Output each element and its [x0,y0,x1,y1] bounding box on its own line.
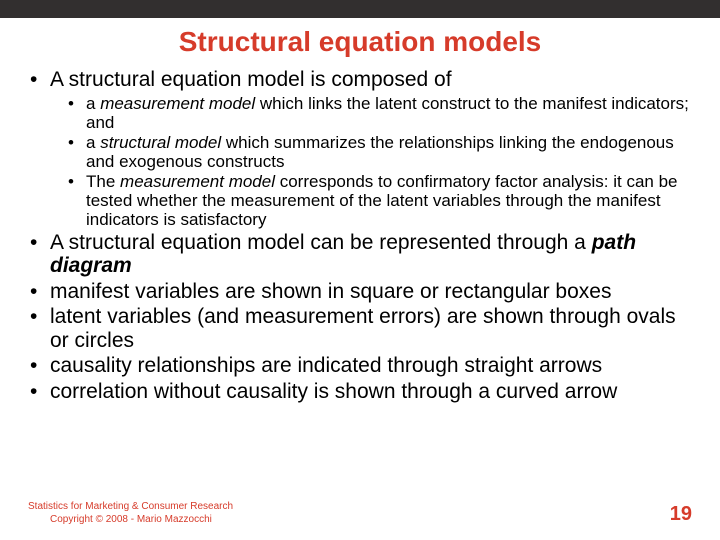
bullet-correlation: correlation without causality is shown t… [28,380,692,404]
bullet-manifest-vars: manifest variables are shown in square o… [28,280,692,304]
page-number: 19 [670,503,692,526]
footer-line1: Statistics for Marketing & Consumer Rese… [28,501,233,514]
footer: Statistics for Marketing & Consumer Rese… [0,501,720,526]
footer-credit: Statistics for Marketing & Consumer Rese… [28,501,233,526]
bullet-causality: causality relationships are indicated th… [28,354,692,378]
slide-body: Structural equation models A structural … [0,18,720,403]
bullet-text: A structural equation model is composed … [50,68,452,91]
top-bar [0,0,720,18]
bullet-composed-of: A structural equation model is composed … [28,68,692,229]
sub-bullet-measurement-model: a measurement model which links the late… [66,94,692,132]
sub-bullet-list: a measurement model which links the late… [66,94,692,229]
sub-bullet-structural-model: a structural model which summarizes the … [66,133,692,171]
bullet-path-diagram: A structural equation model can be repre… [28,231,692,278]
slide-title: Structural equation models [28,26,692,58]
sub-bullet-cfa: The measurement model corresponds to con… [66,172,692,229]
footer-line2: Copyright © 2008 - Mario Mazzocchi [28,514,233,527]
main-bullet-list: A structural equation model is composed … [28,68,692,403]
bullet-latent-vars: latent variables (and measurement errors… [28,305,692,352]
